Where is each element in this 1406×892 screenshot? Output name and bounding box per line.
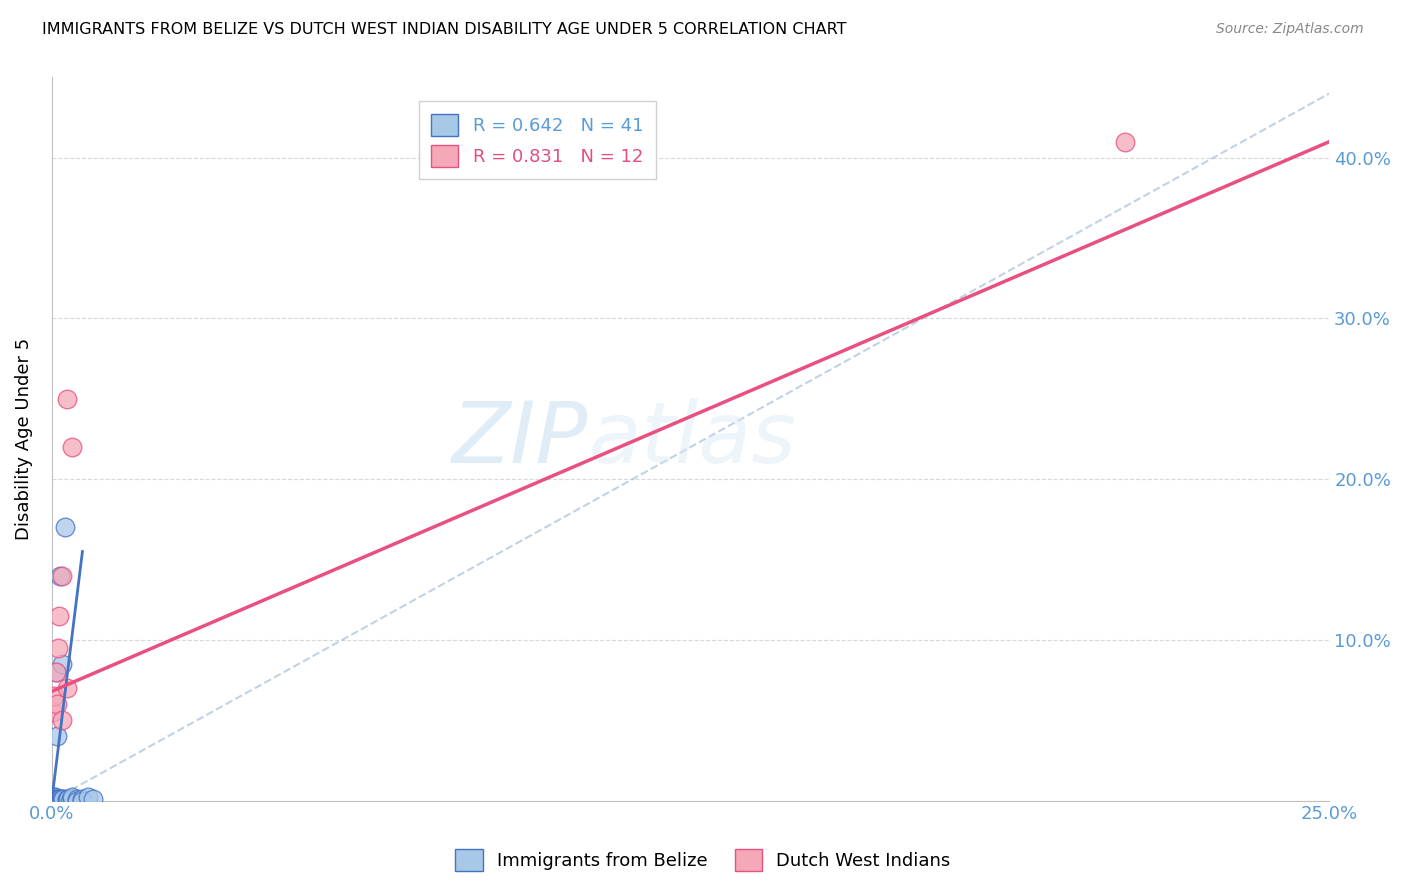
Point (46, 640, 69, 655)
Point (49, 792, 72, 806)
Point (44, 794, 66, 808)
Point (66, 794, 89, 808)
Point (45, 792, 67, 806)
Point (45, 697, 67, 711)
Point (56, 792, 79, 806)
Point (42, 705, 65, 719)
Point (60, 440, 83, 454)
Point (60, 792, 83, 806)
Point (44, 792, 66, 806)
Point (42, 794, 65, 808)
Point (76, 790, 98, 805)
Point (48, 794, 70, 808)
Legend: Immigrants from Belize, Dutch West Indians: Immigrants from Belize, Dutch West India… (449, 842, 957, 879)
Point (42, 792, 65, 806)
Point (66, 792, 89, 806)
Point (46, 792, 69, 806)
Text: atlas: atlas (588, 398, 796, 481)
Point (48, 794, 70, 808)
Point (45, 794, 67, 808)
Point (49, 568, 72, 582)
Point (53, 520, 76, 534)
Text: Source: ZipAtlas.com: Source: ZipAtlas.com (1216, 22, 1364, 37)
Point (52, 792, 75, 806)
Point (56, 681, 79, 695)
Point (56, 392, 79, 406)
Y-axis label: Disability Age Under 5: Disability Age Under 5 (15, 338, 32, 541)
Point (60, 790, 83, 805)
Point (72, 794, 94, 808)
Legend: R = 0.642   N = 41, R = 0.831   N = 12: R = 0.642 N = 41, R = 0.831 N = 12 (419, 101, 655, 179)
Point (42, 792, 65, 806)
Point (42, 794, 65, 808)
Point (44, 794, 66, 808)
Point (42, 794, 65, 808)
Point (45, 792, 67, 806)
Point (59, 794, 82, 808)
Point (48, 792, 70, 806)
Text: IMMIGRANTS FROM BELIZE VS DUTCH WEST INDIAN DISABILITY AGE UNDER 5 CORRELATION C: IMMIGRANTS FROM BELIZE VS DUTCH WEST IND… (42, 22, 846, 37)
Point (72, 792, 94, 806)
Point (45, 729, 67, 743)
Point (44, 794, 66, 808)
Point (45, 794, 67, 808)
Point (1114, 135, 1136, 149)
Point (44, 790, 66, 805)
Point (51, 568, 73, 582)
Point (45, 665, 67, 679)
Text: ZIP: ZIP (453, 398, 588, 481)
Point (56, 792, 79, 806)
Point (44, 689, 66, 703)
Point (51, 792, 73, 806)
Point (51, 657, 73, 671)
Point (56, 794, 79, 808)
Point (82, 792, 104, 806)
Point (44, 790, 66, 805)
Point (51, 713, 73, 727)
Point (48, 608, 70, 623)
Point (44, 792, 66, 806)
Point (45, 665, 67, 679)
Point (42, 794, 65, 808)
